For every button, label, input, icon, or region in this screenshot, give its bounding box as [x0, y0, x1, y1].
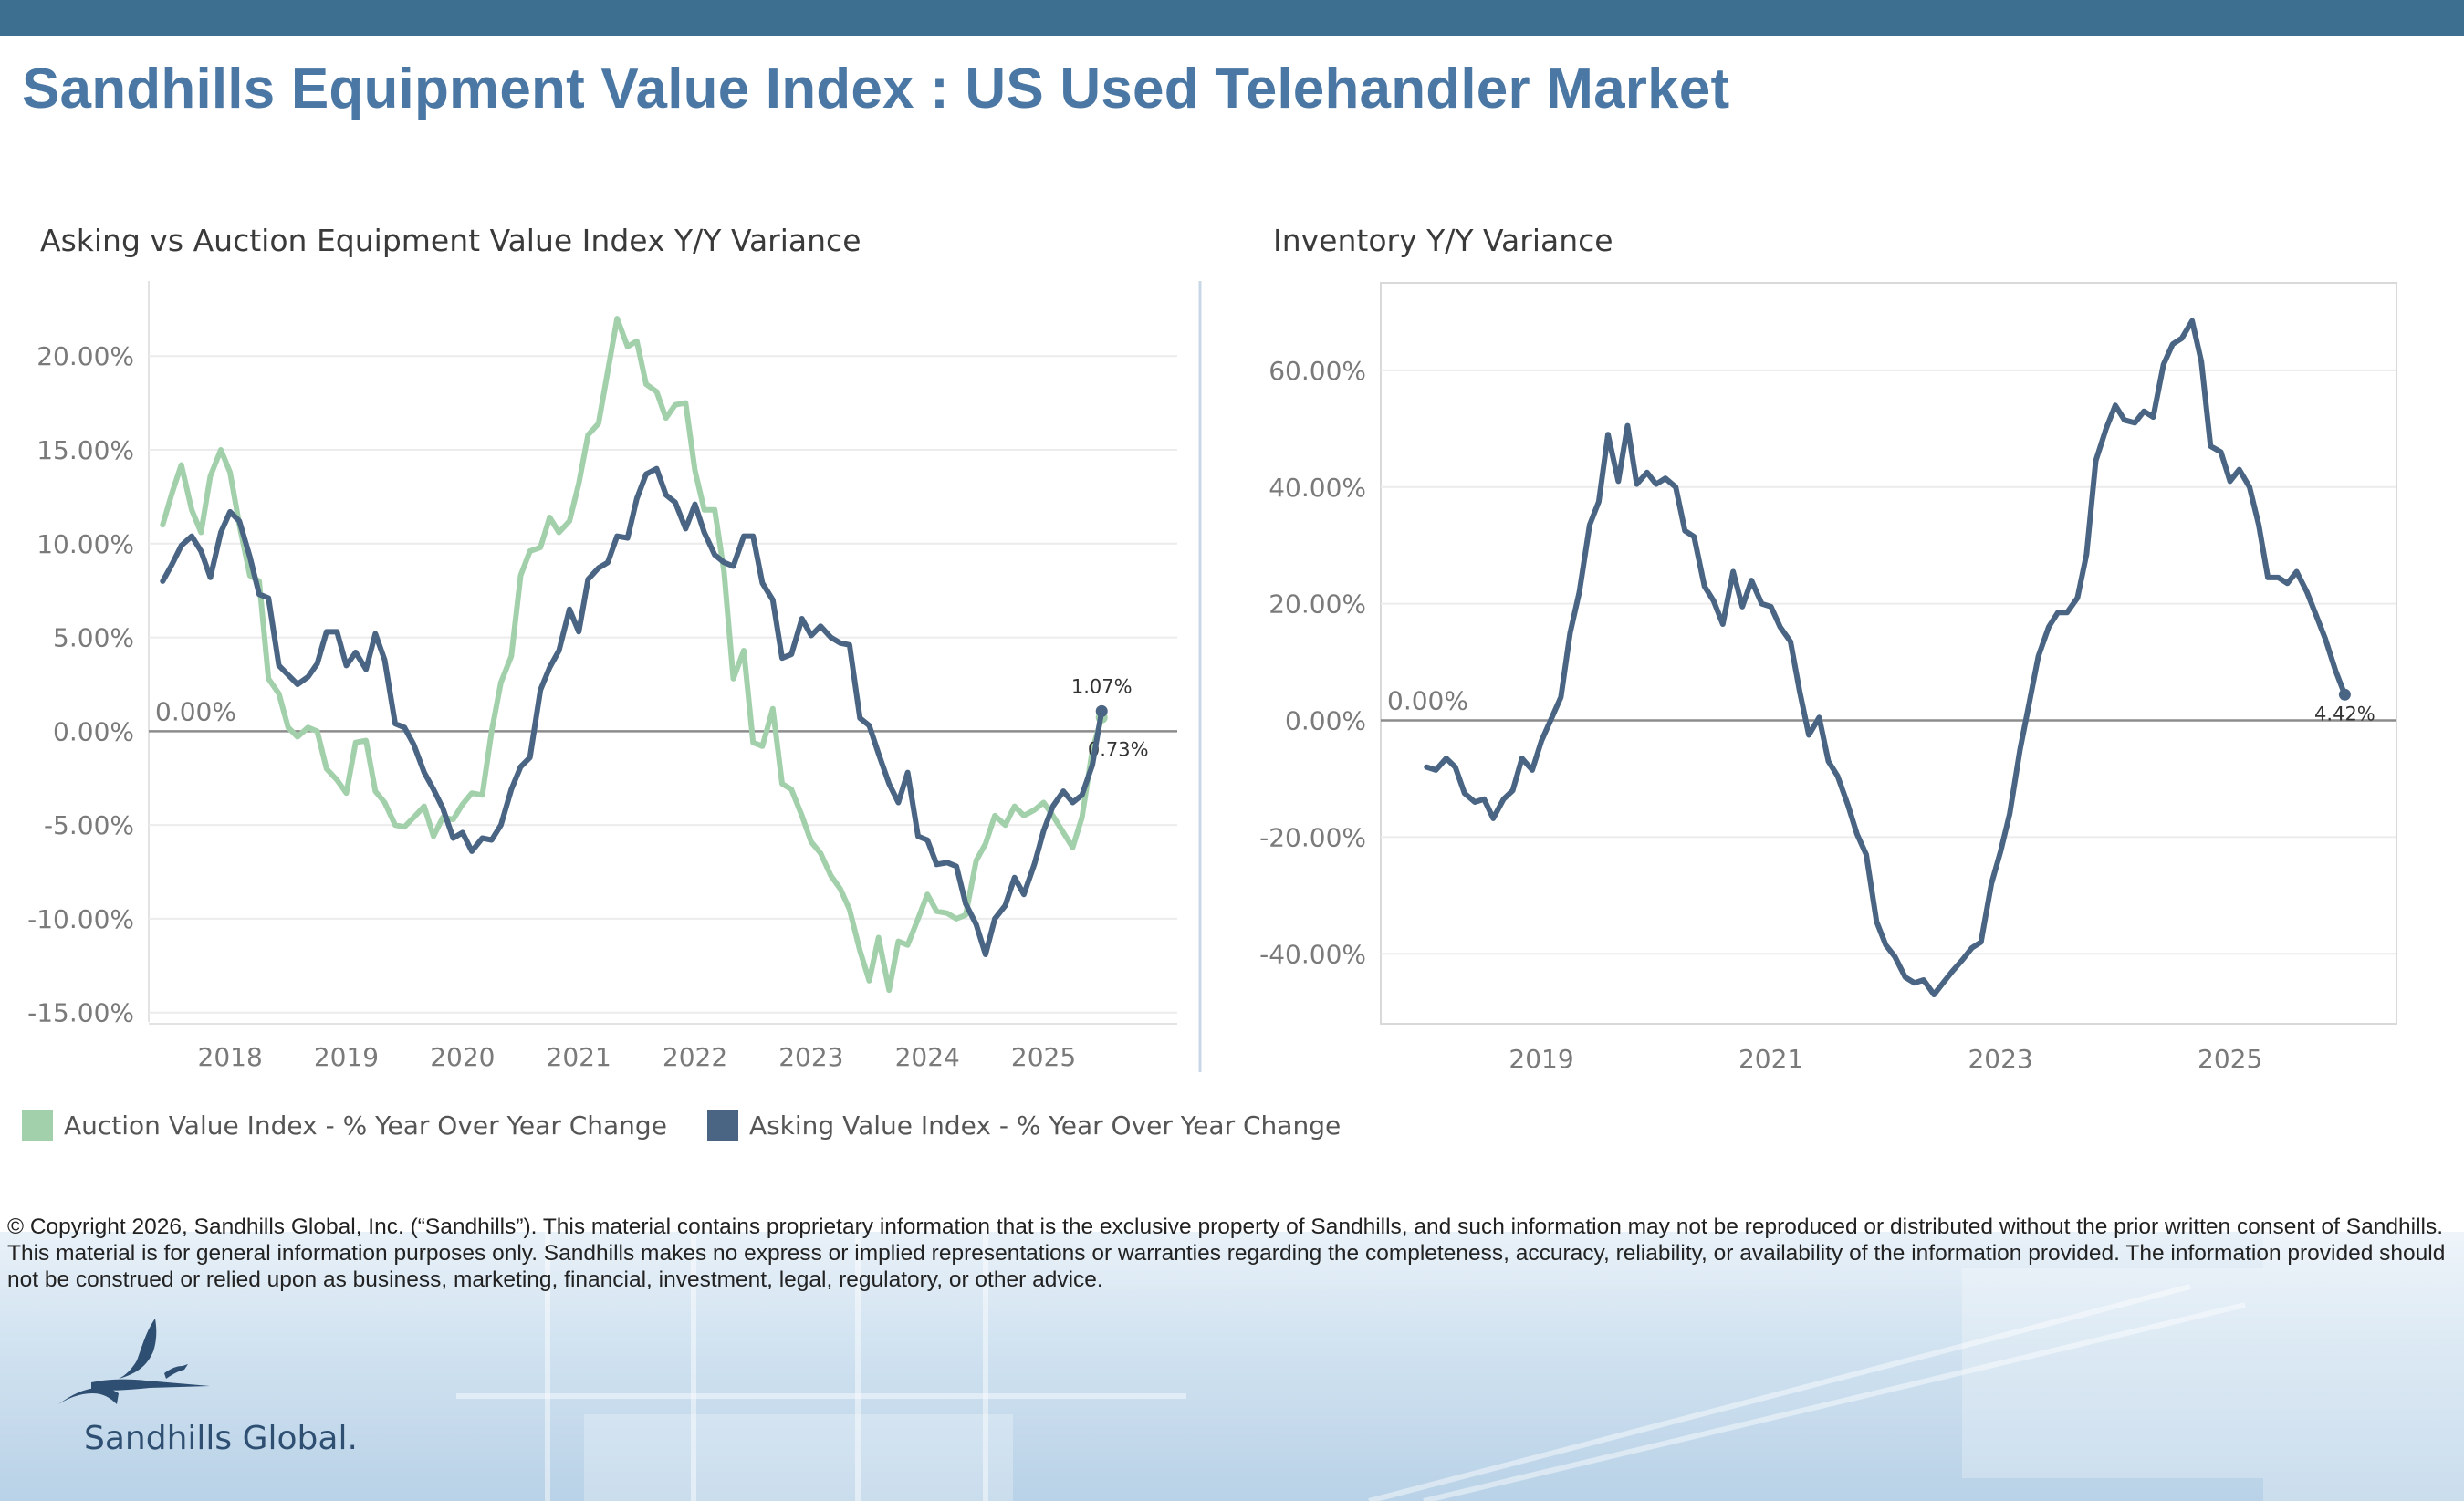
legend-swatch-asking	[706, 1110, 738, 1141]
series-line-asking	[160, 465, 1105, 957]
logo-wordmark: Sandhills Global.	[84, 1420, 358, 1457]
x-tick-label: 2022	[663, 1042, 727, 1072]
x-tick-label: 2025	[1011, 1042, 1076, 1072]
legend-item-auction: Auction Value Index - % Year Over Year C…	[22, 1110, 667, 1141]
series-line-inventory	[1424, 318, 2348, 997]
legend-label-auction: Auction Value Index - % Year Over Year C…	[64, 1110, 667, 1141]
page-title: Sandhills Equipment Value Index : US Use…	[22, 57, 1730, 120]
x-tick-label: 2021	[547, 1042, 611, 1072]
y-tick-label: 15.00%	[37, 435, 134, 465]
y-tick-label: -40.00%	[1259, 939, 1366, 969]
x-tick-label: 2018	[198, 1042, 263, 1072]
legend-swatch-auction	[22, 1110, 53, 1141]
y-tick-label: -20.00%	[1259, 822, 1366, 852]
crane-logo-icon	[58, 1319, 210, 1404]
x-tick-label: 2019	[1509, 1044, 1573, 1074]
x-tick-label: 2019	[314, 1042, 379, 1072]
chart-title-value-index: Asking vs Auction Equipment Value Index …	[40, 223, 861, 258]
zero-reference-label: 0.00%	[1387, 686, 1468, 716]
legend-item-asking: Asking Value Index - % Year Over Year Ch…	[706, 1110, 1342, 1141]
series-end-label-inventory: 4.42%	[2314, 703, 2375, 724]
footer-background-image	[456, 1232, 2464, 1501]
y-tick-label: 40.00%	[1269, 473, 1366, 503]
x-tick-label: 2025	[2198, 1044, 2262, 1074]
footer-background	[0, 1232, 2464, 1501]
y-tick-label: 5.00%	[53, 623, 134, 653]
y-tick-label: 20.00%	[37, 341, 134, 371]
y-tick-label: 0.00%	[1285, 706, 1366, 736]
x-tick-label: 2023	[778, 1042, 843, 1072]
series-end-label-asking: 1.07%	[1071, 675, 1133, 697]
y-tick-label: 20.00%	[1269, 589, 1366, 620]
copyright-notice: © Copyright 2026, Sandhills Global, Inc.…	[7, 1214, 2446, 1292]
top-bar	[0, 0, 2464, 36]
legend-label-asking: Asking Value Index - % Year Over Year Ch…	[748, 1110, 1342, 1141]
x-tick-label: 2024	[895, 1042, 960, 1072]
y-tick-label: -10.00%	[27, 904, 134, 934]
inventory-chart: -40.00% -20.00% 0.00% 20.00% 40.00% 60.00% 201…	[1259, 282, 2397, 1074]
series-line-auction	[160, 316, 1105, 994]
chart-divider	[1198, 281, 1202, 1072]
y-tick-label: 60.00%	[1269, 356, 1366, 386]
zero-reference-label: 0.00%	[155, 696, 236, 726]
y-tick-label: 10.00%	[37, 529, 134, 559]
value-index-chart: -15.00% -10.00% -5.00% 0.00% 5.00% 10.00% 15.0…	[27, 281, 1177, 1072]
y-tick-label: -15.00%	[27, 998, 134, 1028]
chart-legend: Auction Value Index - % Year Over Year C…	[22, 1110, 1381, 1141]
plot-frame	[1380, 282, 2397, 1025]
y-tick-label: -5.00%	[44, 810, 134, 840]
y-tick-label: 0.00%	[53, 716, 134, 746]
series-endpoint-asking	[1095, 704, 1108, 717]
x-tick-label: 2020	[430, 1042, 495, 1072]
x-tick-label: 2023	[1968, 1044, 2032, 1074]
x-tick-label: 2021	[1738, 1044, 1803, 1074]
chart-title-inventory: Inventory Y/Y Variance	[1273, 223, 1613, 258]
series-endpoint-inventory	[2338, 688, 2351, 701]
